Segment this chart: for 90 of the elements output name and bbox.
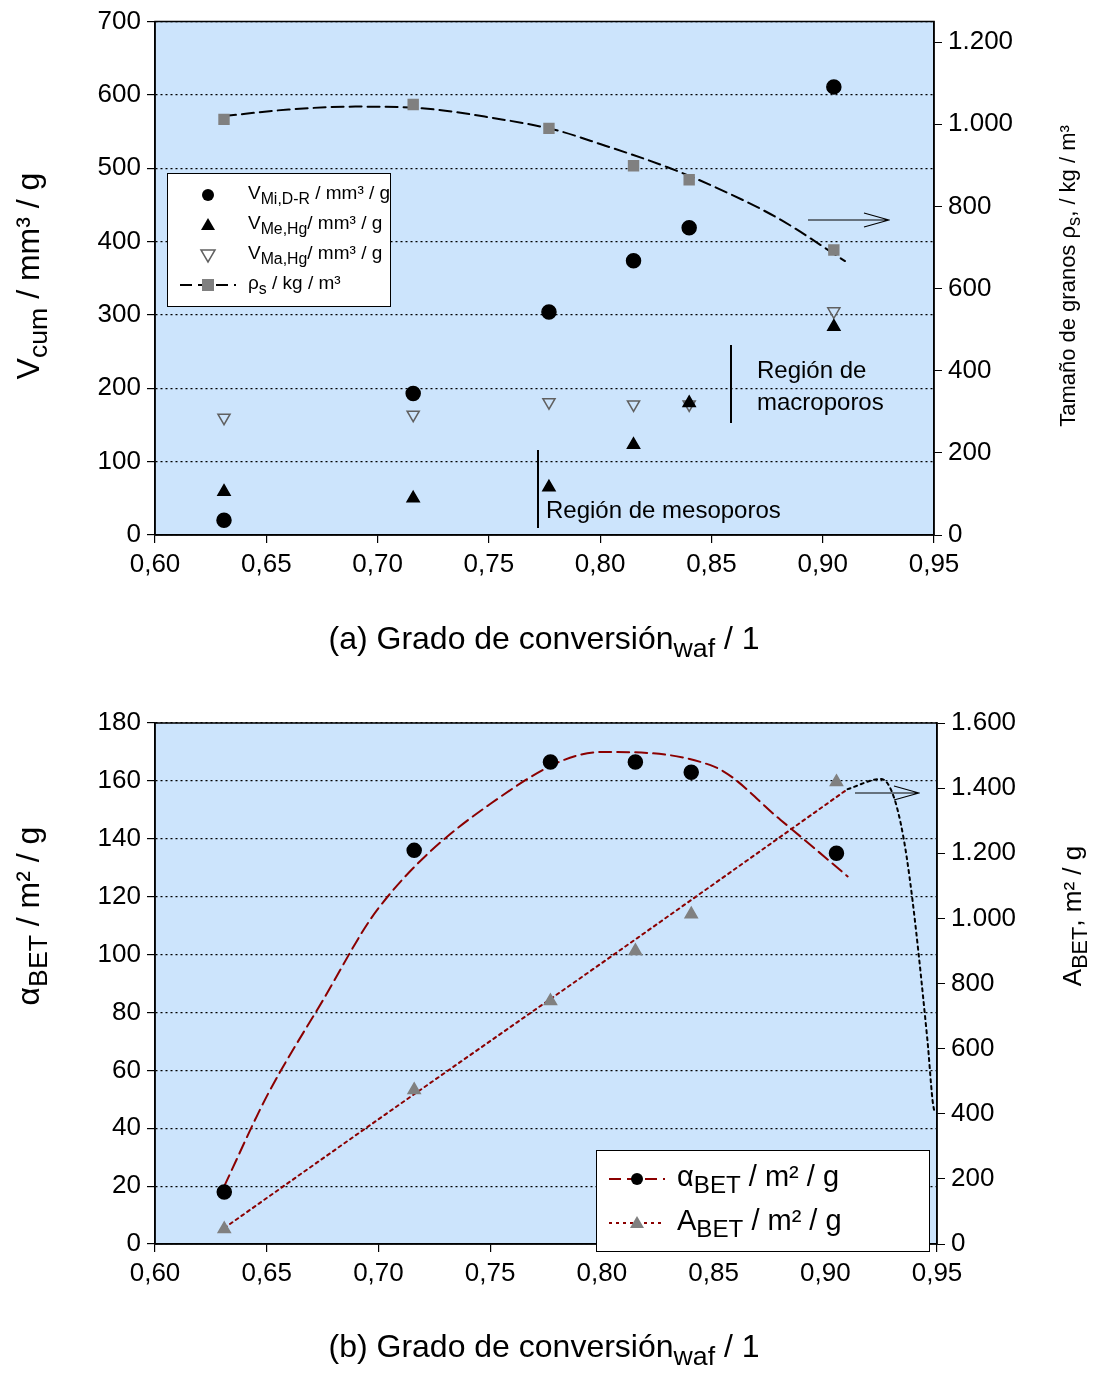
- x-tick-label: 0,75: [463, 547, 515, 578]
- x-tick-label: 0,95: [908, 547, 960, 578]
- y-tick-label: 40: [112, 1111, 141, 1142]
- point: [543, 122, 555, 135]
- y2-tick-label: 1.000: [948, 107, 1014, 138]
- point: [543, 993, 558, 1006]
- y-tick-label: 700: [97, 4, 141, 35]
- y-tick-label: 120: [97, 879, 141, 910]
- x-tick-label: 0,75: [464, 1256, 516, 1287]
- y-tick-label: 140: [97, 821, 141, 852]
- y-tick-label: 200: [97, 371, 141, 402]
- point: [625, 252, 642, 269]
- point: [826, 79, 842, 95]
- x-tick-label: 0,60: [129, 547, 181, 578]
- legend-label: A$_{BET}$ / m² / g: [677, 1203, 842, 1243]
- y-tick-label: 20: [112, 1169, 141, 1200]
- y-tick-label: 160: [97, 764, 141, 795]
- x-tick-label: 0,80: [576, 1256, 628, 1287]
- point: [626, 437, 641, 450]
- point: [542, 754, 559, 770]
- y-tick-label: 100: [97, 444, 141, 475]
- y2-tick-label: 800: [951, 966, 995, 997]
- x-tick-label: 0,65: [241, 1256, 293, 1287]
- point: [406, 842, 422, 859]
- y-tick-label: 500: [97, 151, 141, 182]
- y-tick-label: 400: [97, 224, 141, 255]
- annotation: Región de mesoporos: [546, 495, 782, 525]
- x-tick-label: 0,95: [911, 1256, 963, 1287]
- y2-tick-label: 400: [948, 353, 992, 384]
- x-tick-label: 0,90: [797, 547, 849, 578]
- point: [627, 160, 640, 172]
- legend-label: α$_{BET}$ / m² / g: [677, 1159, 840, 1199]
- point: [407, 1082, 421, 1095]
- y2-tick-label: 400: [951, 1096, 995, 1127]
- y-tick-label: 300: [97, 298, 141, 329]
- point: [217, 1221, 232, 1234]
- point: [405, 385, 421, 402]
- legend-label: V$_{Mi,D-R}$ / mm³ / g: [248, 182, 391, 208]
- y-tick-label: 0: [126, 1227, 141, 1258]
- annotation: Región de macroporos: [757, 355, 885, 417]
- legend-label: ρ$_{s}$ / kg / m³: [248, 272, 341, 298]
- point: [407, 98, 419, 111]
- y2-tick-label: 0: [948, 518, 963, 549]
- x-tick-label: 0,85: [686, 547, 737, 578]
- point: [542, 479, 556, 492]
- point: [828, 845, 845, 861]
- point: [683, 764, 699, 780]
- point: [681, 219, 697, 236]
- y2-tick-label: 1.200: [948, 25, 1014, 56]
- y2-tick-label: 600: [948, 271, 992, 302]
- x-axis-title: (a) Grado de conversión$_{waf}$ / 1: [328, 620, 760, 664]
- y2-tick-label: 200: [948, 436, 992, 467]
- point: [682, 395, 696, 408]
- point: [829, 774, 844, 787]
- y-tick-label: 60: [112, 1053, 141, 1084]
- point: [628, 943, 643, 956]
- y2-tick-label: 1.400: [951, 771, 1017, 802]
- point: [541, 304, 557, 320]
- y2-tick-label: 200: [951, 1162, 995, 1193]
- y-tick-label: 0: [126, 518, 141, 549]
- x-tick-label: 0,65: [240, 547, 292, 578]
- point: [828, 244, 840, 256]
- x-tick-label: 0,70: [352, 547, 403, 578]
- y2-tick-label: 800: [948, 189, 992, 220]
- point: [683, 174, 695, 186]
- point: [827, 318, 841, 331]
- x-axis-title: (b) Grado de conversión$_{waf}$ / 1: [328, 1328, 760, 1372]
- legend-label: V$_{Ma,Hg}$/ mm³ / g: [248, 242, 383, 268]
- y2-tick-label: 600: [951, 1031, 995, 1062]
- x-tick-label: 0,85: [688, 1256, 739, 1287]
- y2-tick-label: 1.600: [951, 706, 1017, 737]
- y2-tick-label: 1.200: [951, 836, 1017, 867]
- y-tick-label: 180: [97, 706, 141, 737]
- y-tick-label: 600: [97, 78, 141, 109]
- point: [216, 512, 232, 529]
- y2-tick-label: 1.000: [951, 901, 1017, 932]
- point: [218, 113, 230, 126]
- legend-label: V$_{Me,Hg}$/ mm³ / g: [248, 212, 383, 238]
- point: [684, 906, 699, 919]
- x-tick-label: 0,90: [799, 1256, 851, 1287]
- point: [627, 754, 644, 770]
- point: [406, 490, 420, 503]
- y2-tick-label: 0: [951, 1227, 966, 1258]
- y-tick-label: 100: [97, 937, 141, 968]
- x-tick-label: 0,80: [574, 547, 626, 578]
- x-tick-label: 0,70: [353, 1256, 404, 1287]
- point: [217, 483, 231, 496]
- x-tick-label: 0,60: [129, 1256, 181, 1287]
- point: [216, 1184, 233, 1200]
- y-tick-label: 80: [112, 995, 141, 1026]
